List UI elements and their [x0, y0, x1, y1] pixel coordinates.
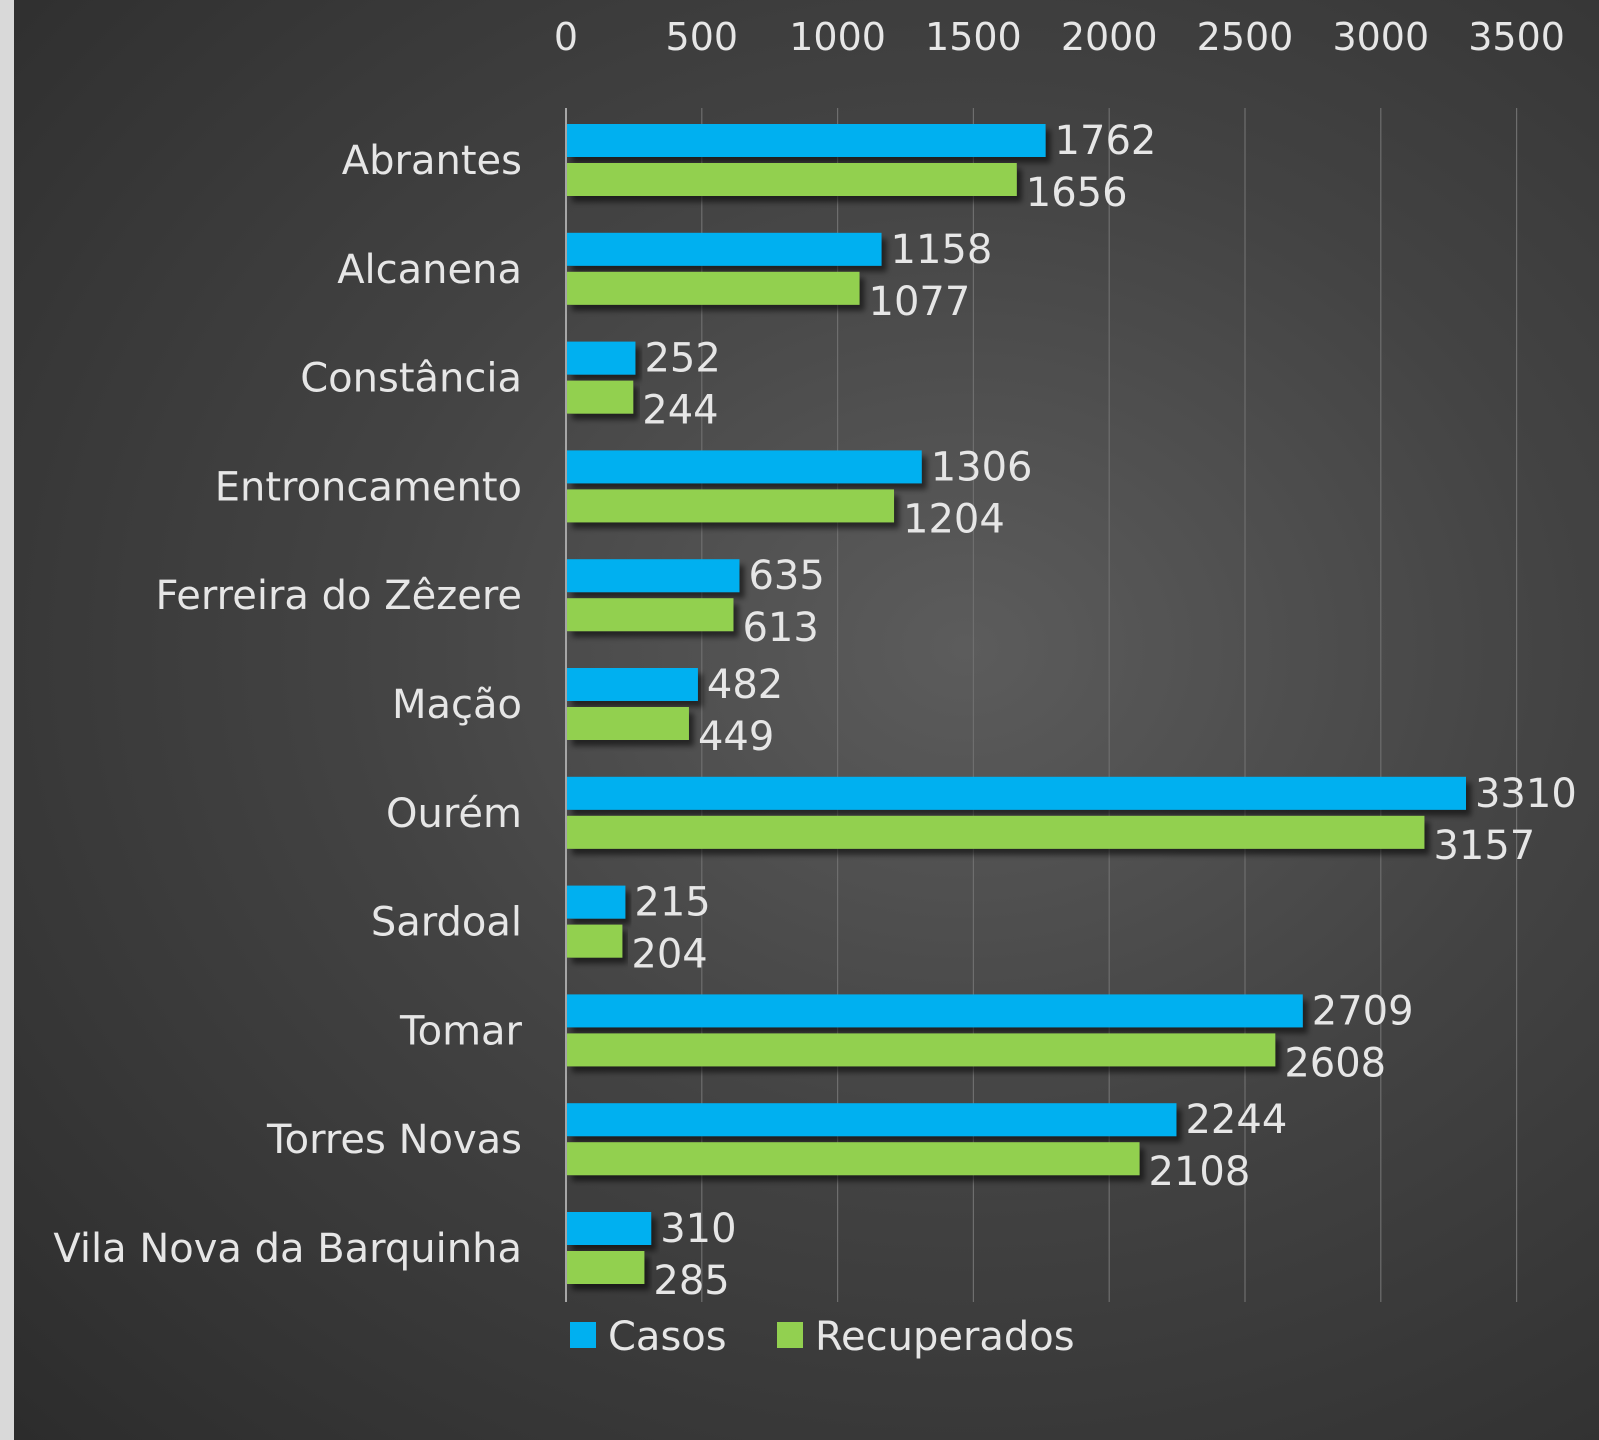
- x-axis-ticks: 0 500 1000 1500 2000 2500 3000 3500: [554, 15, 1565, 59]
- bar-casos: [567, 341, 636, 375]
- bar-recuperados: [567, 489, 895, 523]
- category-labels: Abrantes Alcanena Constância Entroncamento F…: [53, 138, 522, 1272]
- category-label: Mação: [392, 682, 522, 728]
- legend-label-casos: Casos: [608, 1314, 727, 1360]
- category-label: Tomar: [399, 1008, 523, 1054]
- bar-recuperados: [567, 924, 623, 958]
- bar-recuperados: [567, 815, 1425, 849]
- bar-casos: [567, 1103, 1177, 1137]
- x-tick-label: 1500: [925, 15, 1022, 59]
- category-label: Ferreira do Zêzere: [155, 573, 522, 619]
- data-label-recuperados: 285: [653, 1258, 729, 1304]
- data-label-recuperados: 2608: [1284, 1040, 1386, 1086]
- x-tick-label: 2000: [1061, 15, 1158, 59]
- legend-swatch-recuperados: [777, 1322, 803, 1348]
- data-label-recuperados: 613: [742, 605, 818, 651]
- legend: Casos Recuperados: [570, 1314, 1075, 1360]
- category-label: Entroncamento: [215, 464, 522, 510]
- data-label-casos: 2244: [1185, 1097, 1287, 1143]
- bar-recuperados: [567, 271, 860, 305]
- x-tick-label: 2500: [1197, 15, 1294, 59]
- data-label-recuperados: 449: [698, 714, 774, 760]
- category-label: Vila Nova da Barquinha: [53, 1226, 522, 1272]
- legend-label-recuperados: Recuperados: [815, 1314, 1075, 1360]
- data-label-casos: 635: [748, 553, 824, 599]
- category-label: Constância: [300, 356, 522, 402]
- bar-recuperados: [567, 1142, 1140, 1176]
- bar-chart: 0 500 1000 1500 2000 2500 3000 3500 1762 1656 115…: [53, 15, 1576, 1360]
- category-label: Torres Novas: [266, 1117, 522, 1163]
- bar-casos: [567, 124, 1046, 157]
- data-label-casos: 310: [660, 1206, 736, 1252]
- data-label-recuperados: 2108: [1149, 1149, 1251, 1195]
- x-tick-label: 3500: [1468, 15, 1565, 59]
- data-label-recuperados: 1077: [869, 279, 971, 325]
- legend-swatch-casos: [570, 1322, 596, 1348]
- data-label-casos: 1762: [1055, 118, 1157, 164]
- data-label-recuperados: 1204: [903, 496, 1005, 542]
- bar-recuperados: [567, 598, 734, 632]
- bar-recuperados: [567, 1251, 645, 1284]
- data-labels: 1762 1656 1158 1077 252 244 1306 1204 635 613 482 4…: [631, 118, 1576, 1304]
- bar-casos: [567, 1212, 652, 1245]
- data-label-casos: 1158: [891, 227, 993, 273]
- data-label-casos: 252: [644, 336, 720, 382]
- x-tick-label: 0: [554, 15, 578, 59]
- bar-casos: [567, 776, 1466, 810]
- bar-casos: [567, 885, 626, 919]
- bar-casos: [567, 994, 1303, 1028]
- category-label: Sardoal: [371, 900, 522, 946]
- x-tick-label: 1000: [789, 15, 886, 59]
- data-label-casos: 1306: [931, 444, 1033, 490]
- x-tick-label: 3000: [1332, 15, 1429, 59]
- category-label: Abrantes: [342, 138, 522, 184]
- data-label-casos: 482: [707, 662, 783, 708]
- bar-casos: [567, 559, 740, 593]
- bar-recuperados: [567, 380, 634, 414]
- bar-casos: [567, 668, 698, 701]
- bar-recuperados: [567, 163, 1017, 196]
- data-label-casos: 215: [634, 880, 710, 926]
- data-label-recuperados: 204: [631, 932, 707, 978]
- data-label-recuperados: 244: [642, 388, 718, 434]
- bar-recuperados: [567, 1033, 1276, 1067]
- gridlines: [565, 108, 1518, 1302]
- category-label: Ourém: [386, 791, 522, 837]
- x-tick-label: 500: [666, 15, 739, 59]
- bar-casos: [567, 450, 922, 484]
- data-label-recuperados: 3157: [1433, 823, 1535, 869]
- bar-casos: [567, 232, 882, 266]
- data-label-casos: 2709: [1312, 988, 1414, 1034]
- data-label-recuperados: 1656: [1026, 170, 1128, 216]
- bars: [567, 124, 1466, 1284]
- bar-recuperados: [567, 707, 689, 740]
- category-label: Alcanena: [337, 247, 522, 293]
- data-label-casos: 3310: [1475, 771, 1577, 817]
- chart-area: 0 500 1000 1500 2000 2500 3000 3500 1762 1656 115…: [14, 0, 1599, 1440]
